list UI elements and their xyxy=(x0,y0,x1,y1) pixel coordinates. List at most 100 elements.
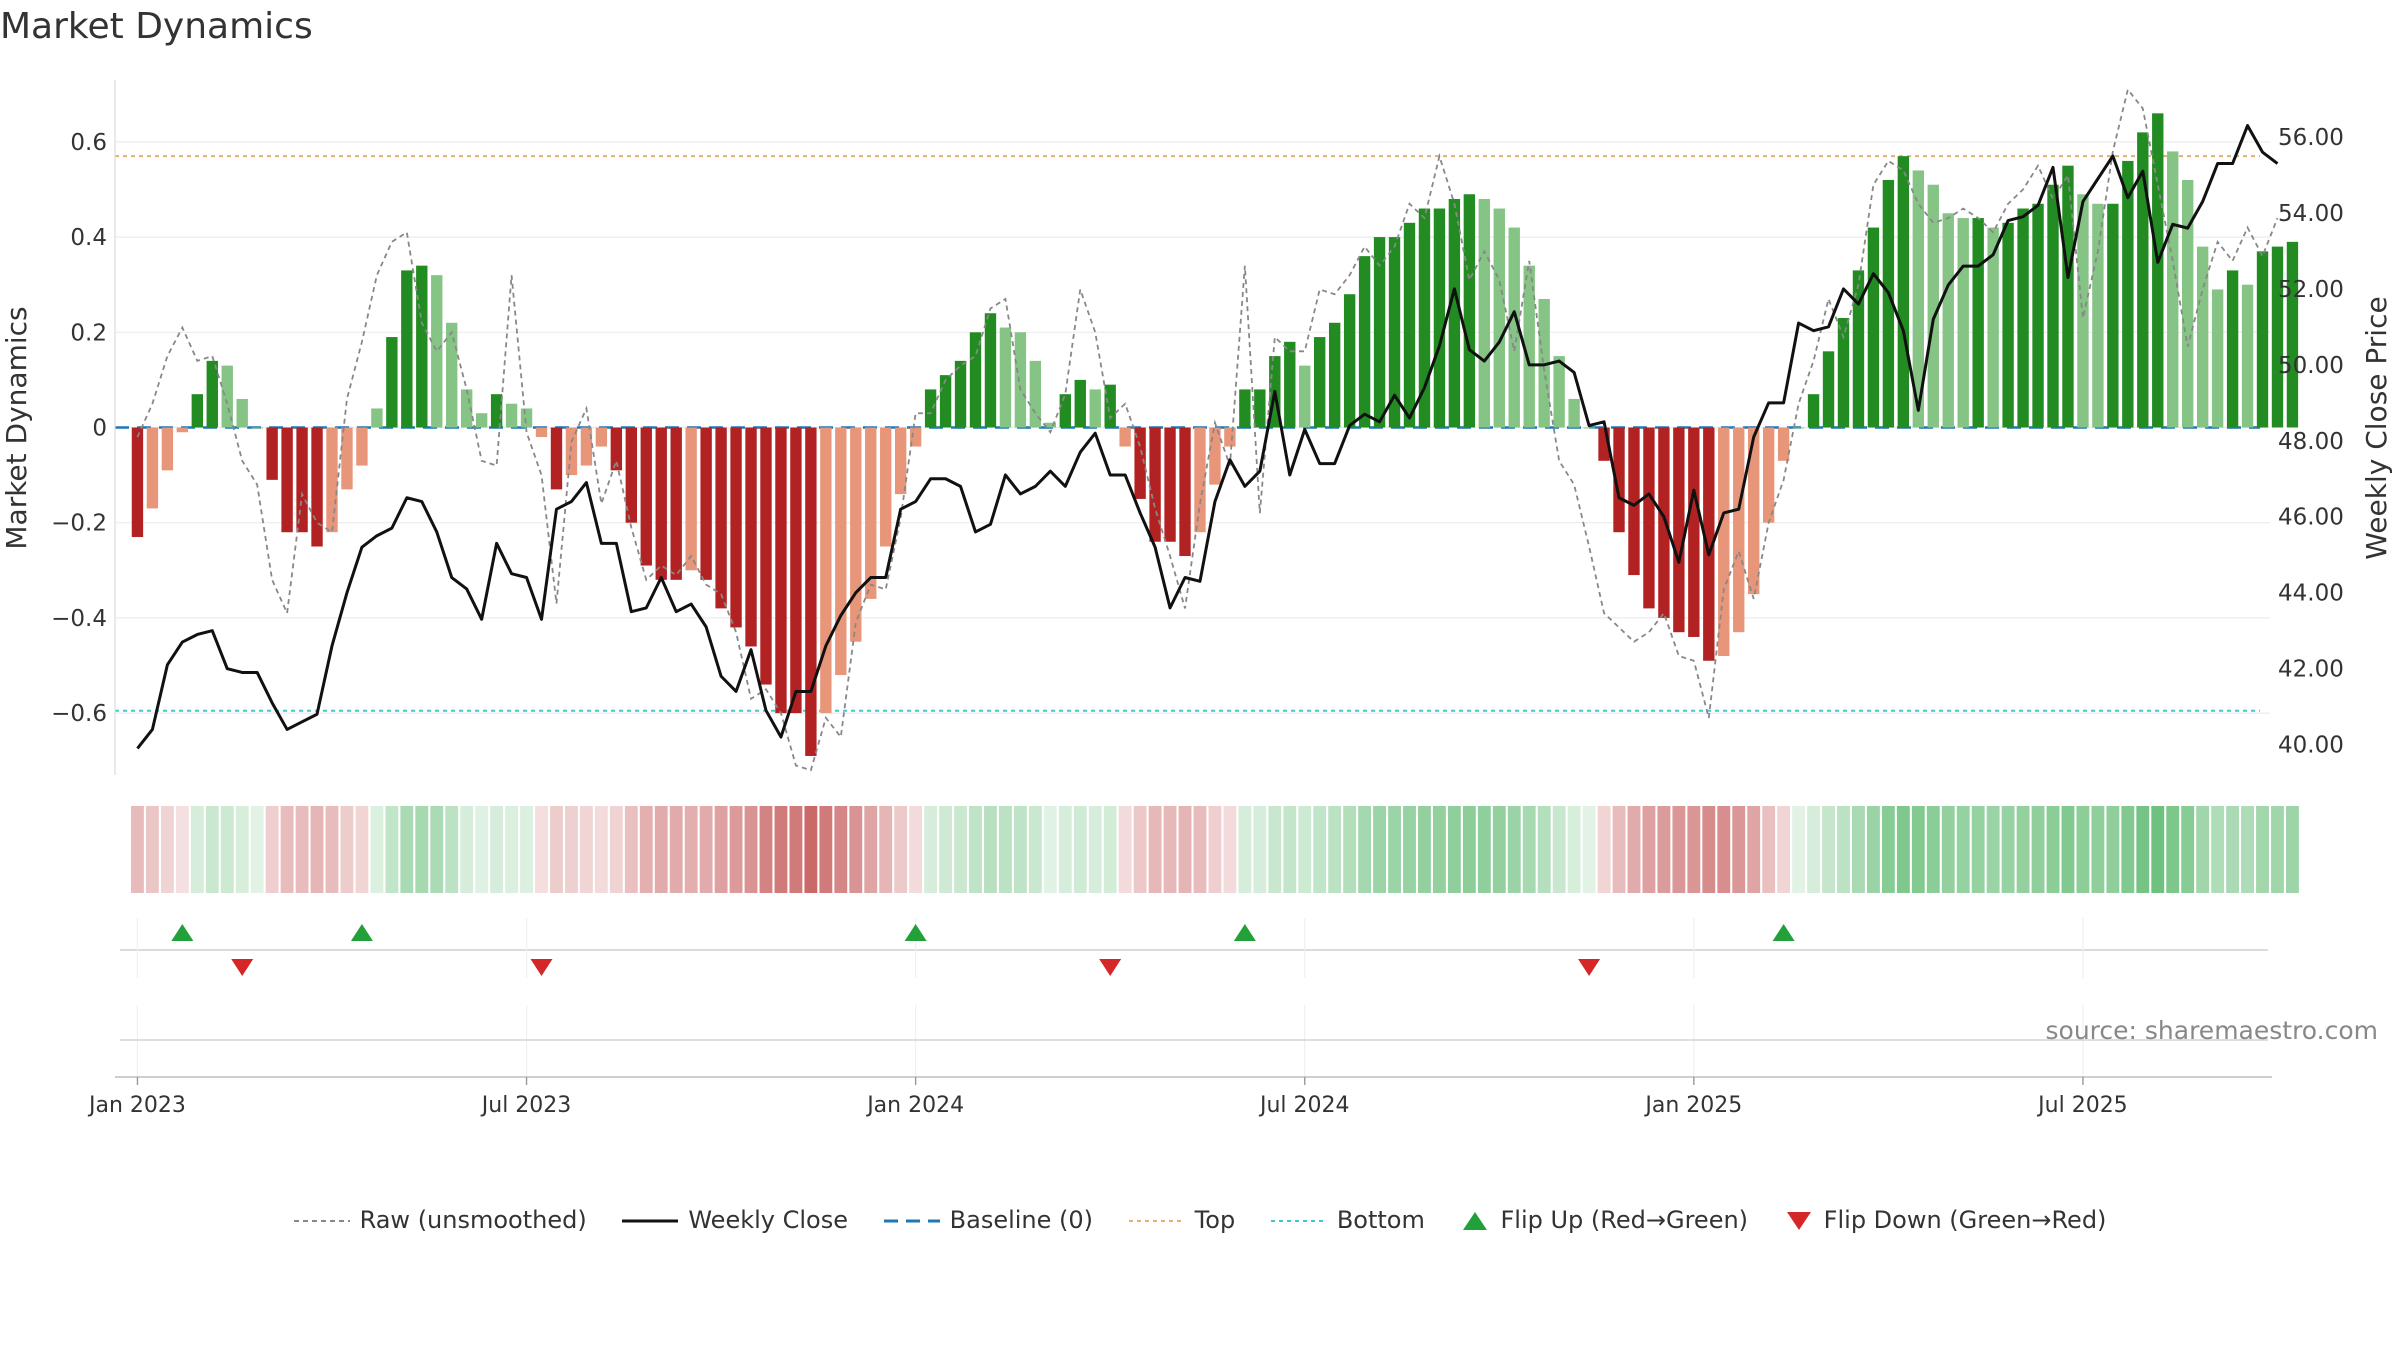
legend-flip-up: Flip Up (Red→Green) xyxy=(1460,1206,1748,1234)
bar xyxy=(2002,222,2014,428)
heat-cell xyxy=(1657,806,1671,893)
bar xyxy=(1388,237,1401,428)
bar xyxy=(1837,318,1850,428)
bar xyxy=(236,398,248,428)
heat-cell xyxy=(1522,806,1536,893)
bar xyxy=(715,427,727,609)
bar xyxy=(610,427,623,471)
heat-cell xyxy=(280,806,294,893)
bar xyxy=(1852,270,1865,428)
heat-cell xyxy=(550,806,563,893)
heat-cell xyxy=(2256,806,2269,893)
bar xyxy=(1089,389,1101,428)
y-right-tick-label: 50.00 xyxy=(2278,353,2344,379)
heat-cell xyxy=(175,806,189,893)
heat-cell xyxy=(729,806,743,893)
bar xyxy=(1553,356,1565,428)
bar xyxy=(1703,427,1715,661)
bar xyxy=(835,427,847,676)
bar xyxy=(1598,427,1610,461)
legend-baseline-label: Baseline (0) xyxy=(949,1206,1094,1234)
heat-cell xyxy=(1537,806,1551,893)
bar xyxy=(1568,398,1580,428)
bar xyxy=(2077,194,2089,428)
heat-cell xyxy=(1432,806,1446,893)
legend: Raw (unsmoothed) Weekly Close Baseline (… xyxy=(0,1205,2400,1234)
heat-cell xyxy=(1328,806,1342,893)
heat-cell xyxy=(684,806,698,893)
bar xyxy=(2271,246,2284,428)
bar xyxy=(1418,208,1431,428)
bar xyxy=(535,427,548,438)
heat-cell xyxy=(939,806,953,893)
heat-cell xyxy=(235,806,249,893)
bar xyxy=(1433,208,1446,428)
bar xyxy=(1613,427,1625,533)
heat-cell xyxy=(1717,806,1731,893)
bar xyxy=(1987,227,1999,428)
bar xyxy=(176,427,189,433)
bar xyxy=(775,427,787,714)
bar xyxy=(386,337,398,428)
flip-markers-layer xyxy=(120,918,2268,978)
heat-cell xyxy=(594,806,608,893)
bar xyxy=(1104,384,1116,428)
bar xyxy=(999,327,1012,428)
source-label: source: sharemaestro.com xyxy=(2046,1016,2379,1045)
bar xyxy=(2122,160,2134,428)
heat-cell xyxy=(1043,806,1057,893)
bar xyxy=(670,427,682,580)
bar xyxy=(446,322,458,428)
y-right-tick-label: 46.00 xyxy=(2278,505,2344,531)
bar xyxy=(2167,151,2179,428)
bar xyxy=(1718,427,1730,656)
heat-cell xyxy=(565,806,578,893)
heat-cell xyxy=(310,806,324,893)
bar xyxy=(1897,156,1910,428)
heat-cell xyxy=(1941,806,1955,893)
heat-cell xyxy=(520,806,533,893)
heat-cell xyxy=(1747,806,1761,893)
heat-cell xyxy=(1492,806,1506,893)
y-left-tick-label: −0.6 xyxy=(51,701,107,727)
heat-cell xyxy=(1507,806,1521,893)
heat-cell xyxy=(1926,806,1940,893)
legend-flip-down: Flip Down (Green→Red) xyxy=(1784,1206,2106,1234)
bar xyxy=(1583,427,1595,429)
legend-raw-label: Raw (unsmoothed) xyxy=(359,1206,587,1234)
x-tick-label: Jan 2024 xyxy=(865,1093,964,1118)
bar xyxy=(880,427,892,547)
bar xyxy=(1314,337,1326,428)
bar xyxy=(969,332,982,428)
heat-cell xyxy=(789,806,803,893)
bar xyxy=(1328,322,1341,428)
bar xyxy=(1164,427,1176,542)
bar xyxy=(1912,170,1925,428)
legend-top: Top xyxy=(1128,1206,1235,1234)
heat-cell xyxy=(2286,806,2299,893)
heat-cell xyxy=(355,806,369,893)
flip-down-marker xyxy=(1578,959,1601,976)
bar xyxy=(1448,199,1461,428)
bar xyxy=(1807,394,1820,428)
bar xyxy=(850,427,862,642)
bar xyxy=(1972,218,1984,428)
heat-cell xyxy=(1223,806,1237,893)
bar xyxy=(700,427,712,580)
bar xyxy=(1358,256,1371,428)
bar xyxy=(1867,227,1880,428)
bar xyxy=(820,427,832,714)
heat-cell xyxy=(2016,806,2030,893)
heat-cell xyxy=(490,806,504,893)
heat-cell xyxy=(1283,806,1297,893)
bar xyxy=(1658,427,1670,618)
bar xyxy=(326,427,338,533)
bar xyxy=(1478,199,1491,428)
bar xyxy=(625,427,637,523)
bar xyxy=(475,413,488,428)
heat-cell xyxy=(505,806,519,893)
heat-cell xyxy=(1642,806,1656,893)
heat-cell xyxy=(1956,806,1970,893)
heat-cell xyxy=(2211,806,2225,893)
bar xyxy=(490,394,503,428)
